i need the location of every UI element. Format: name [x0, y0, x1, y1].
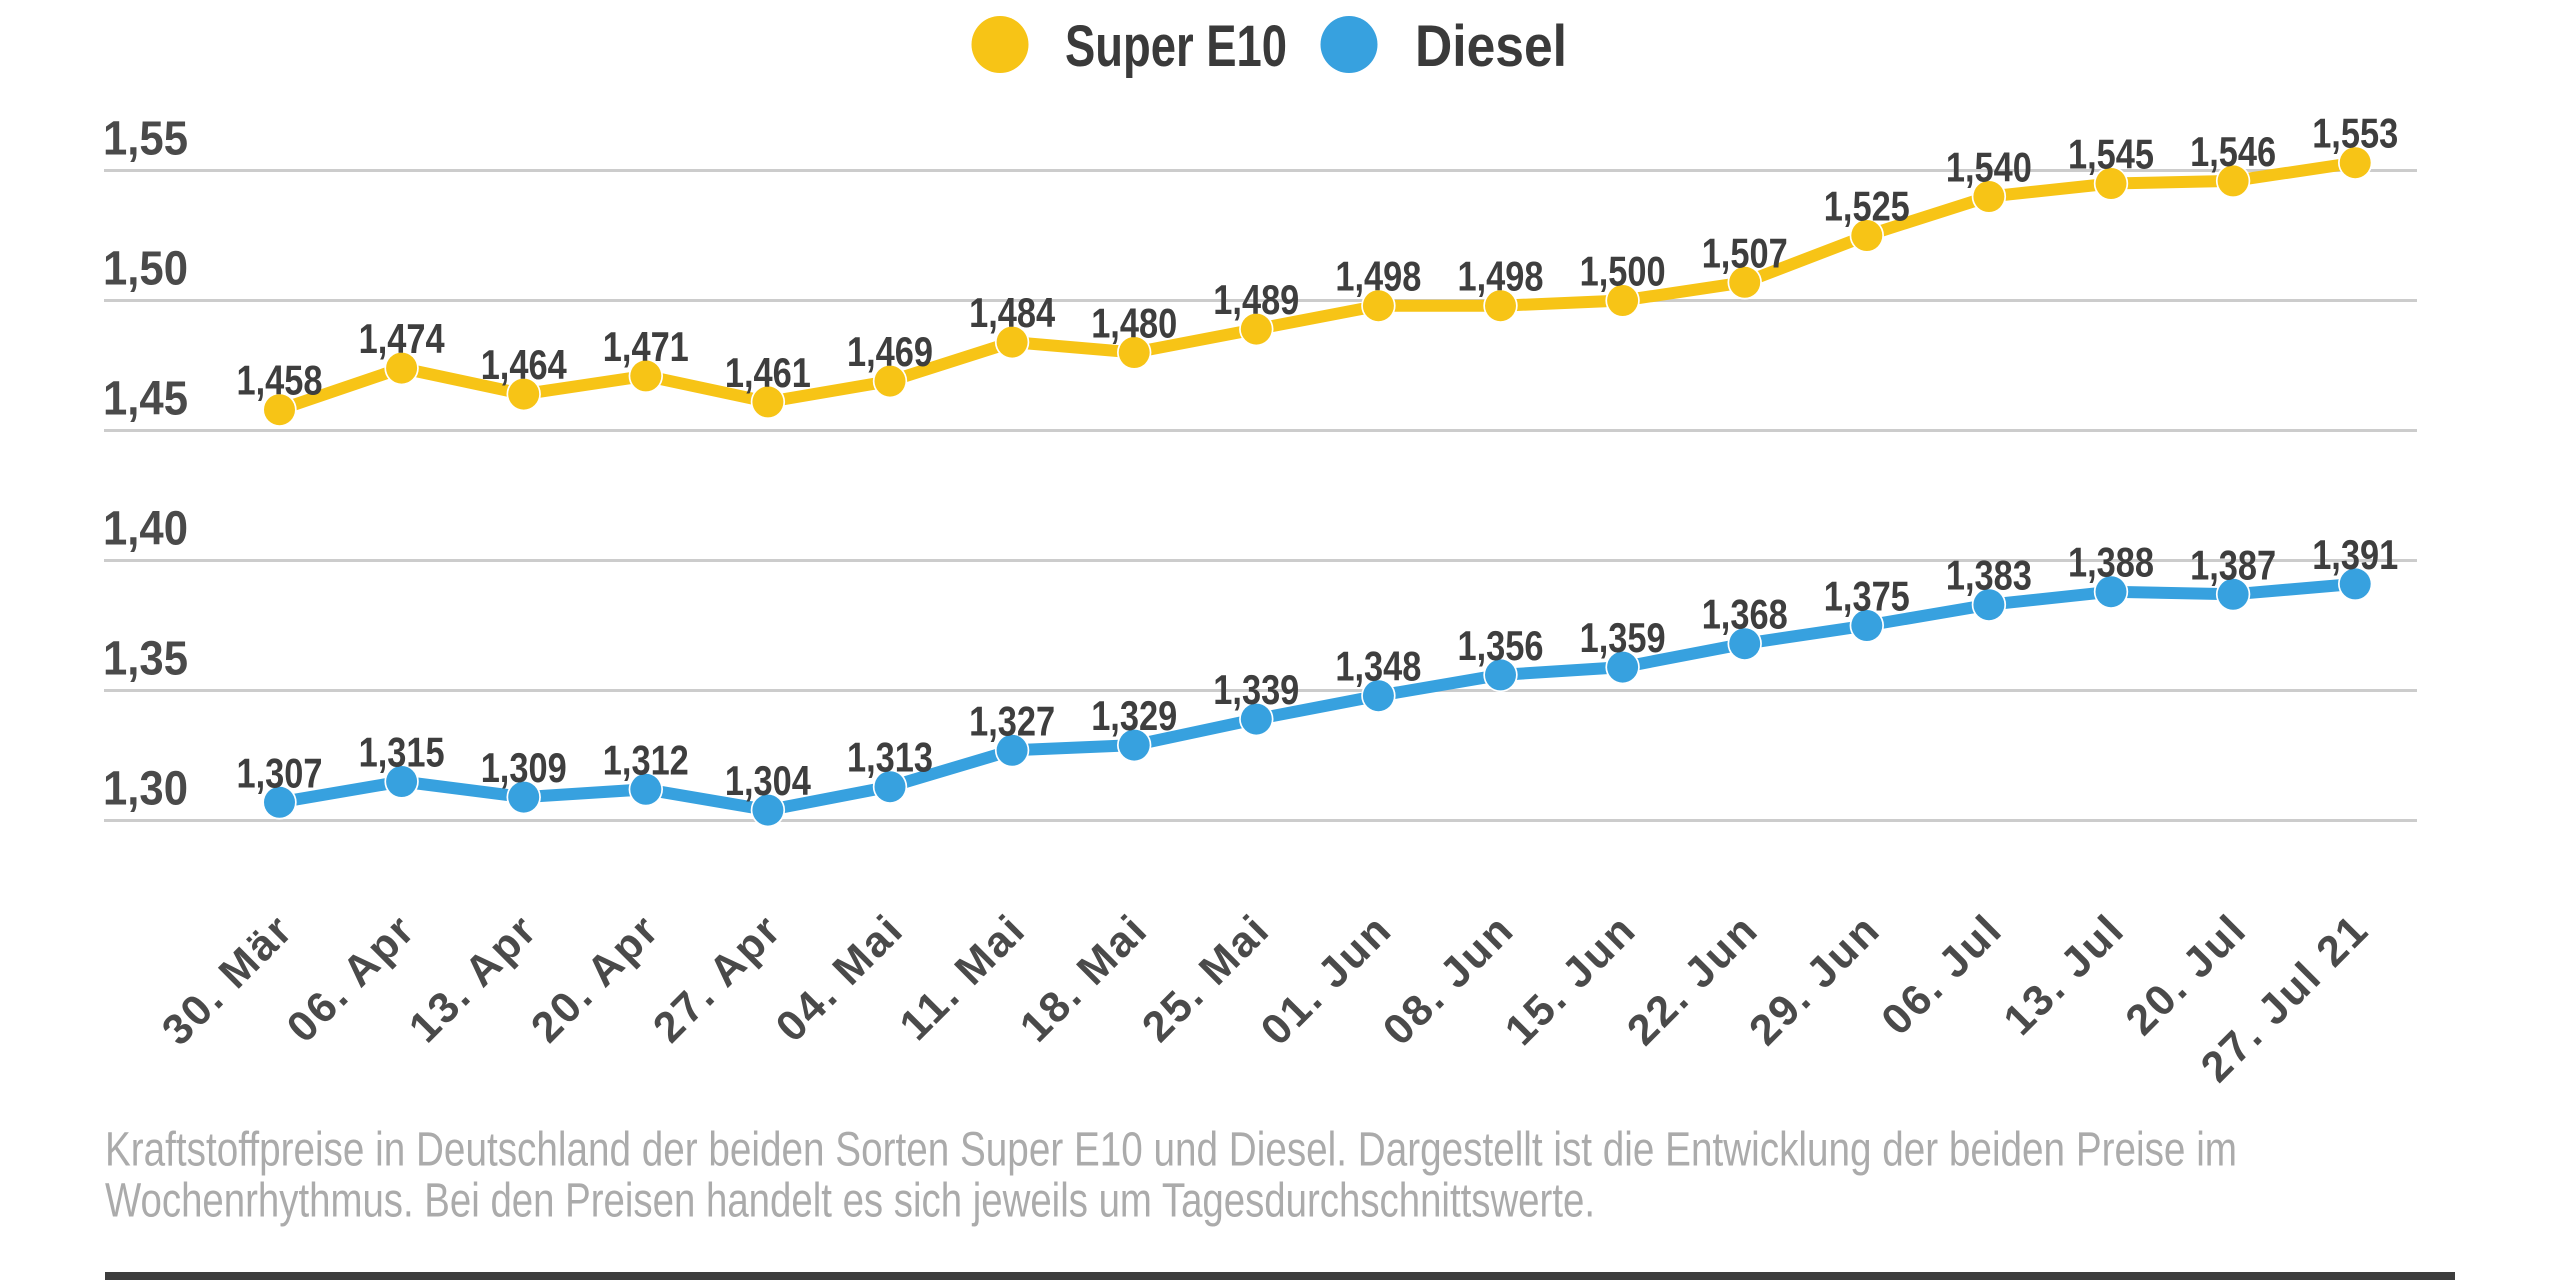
svg-text:1,545: 1,545 — [2068, 131, 2154, 178]
svg-text:27. Apr: 27. Apr — [644, 905, 791, 1052]
svg-text:1,55: 1,55 — [103, 113, 188, 166]
svg-text:1,339: 1,339 — [1213, 666, 1299, 713]
svg-text:1,507: 1,507 — [1702, 229, 1788, 276]
svg-text:11. Mai: 11. Mai — [891, 905, 1036, 1050]
svg-text:30. Mär: 30. Mär — [153, 905, 303, 1055]
svg-text:1,391: 1,391 — [2312, 531, 2398, 578]
svg-text:1,500: 1,500 — [1580, 248, 1666, 295]
svg-text:1,304: 1,304 — [725, 757, 812, 804]
svg-text:1,309: 1,309 — [481, 744, 567, 791]
svg-text:1,45: 1,45 — [103, 373, 188, 426]
svg-text:1,312: 1,312 — [603, 736, 689, 783]
svg-text:Wochenrhythmus. Bei den Preise: Wochenrhythmus. Bei den Preisen handelt … — [105, 1175, 1595, 1228]
svg-text:1,484: 1,484 — [969, 289, 1056, 336]
svg-text:29. Jun: 29. Jun — [1740, 905, 1890, 1055]
svg-text:1,458: 1,458 — [237, 357, 323, 404]
svg-text:1,553: 1,553 — [2312, 110, 2398, 157]
svg-text:1,40: 1,40 — [103, 503, 188, 556]
svg-text:1,525: 1,525 — [1824, 183, 1910, 230]
svg-text:1,50: 1,50 — [103, 243, 188, 296]
svg-text:13. Jul: 13. Jul — [1995, 905, 2134, 1044]
svg-text:Kraftstoffpreise in Deutschlan: Kraftstoffpreise in Deutschland der beid… — [105, 1124, 2237, 1177]
svg-text:1,498: 1,498 — [1458, 253, 1544, 300]
svg-text:1,315: 1,315 — [359, 729, 445, 776]
svg-text:06. Apr: 06. Apr — [278, 905, 425, 1052]
svg-text:1,387: 1,387 — [2190, 541, 2276, 588]
svg-text:1,375: 1,375 — [1824, 573, 1910, 620]
svg-text:1,383: 1,383 — [1946, 552, 2032, 599]
svg-text:08. Jun: 08. Jun — [1374, 905, 1524, 1055]
svg-text:01. Jun: 01. Jun — [1252, 905, 1402, 1055]
svg-text:1,359: 1,359 — [1580, 614, 1666, 661]
svg-text:18. Mai: 18. Mai — [1011, 905, 1157, 1051]
svg-text:1,464: 1,464 — [481, 341, 568, 388]
svg-text:1,474: 1,474 — [359, 315, 446, 362]
svg-text:1,546: 1,546 — [2190, 128, 2276, 175]
svg-text:20. Apr: 20. Apr — [522, 905, 669, 1052]
svg-text:1,461: 1,461 — [725, 349, 811, 396]
svg-text:Super E10: Super E10 — [1065, 14, 1287, 79]
svg-text:1,35: 1,35 — [103, 633, 188, 686]
svg-text:1,368: 1,368 — [1702, 591, 1788, 638]
svg-text:04. Mai: 04. Mai — [767, 905, 913, 1051]
svg-text:1,471: 1,471 — [603, 323, 689, 370]
svg-text:1,307: 1,307 — [237, 749, 323, 796]
svg-text:1,540: 1,540 — [1946, 144, 2032, 191]
svg-text:22. Jun: 22. Jun — [1618, 905, 1768, 1055]
svg-text:1,489: 1,489 — [1213, 276, 1299, 323]
svg-text:1,30: 1,30 — [103, 763, 188, 816]
svg-text:1,388: 1,388 — [2068, 539, 2154, 586]
svg-text:1,313: 1,313 — [847, 734, 933, 781]
svg-text:1,480: 1,480 — [1091, 300, 1177, 347]
svg-text:25. Mai: 25. Mai — [1133, 905, 1279, 1051]
svg-text:1,356: 1,356 — [1458, 622, 1544, 669]
svg-text:1,327: 1,327 — [969, 697, 1055, 744]
svg-text:06. Jul: 06. Jul — [1872, 905, 2011, 1044]
svg-text:1,498: 1,498 — [1335, 253, 1421, 300]
svg-text:1,469: 1,469 — [847, 328, 933, 375]
svg-text:1,348: 1,348 — [1335, 643, 1421, 690]
svg-text:15. Jun: 15. Jun — [1496, 905, 1646, 1055]
svg-text:13. Apr: 13. Apr — [400, 905, 547, 1052]
svg-text:Diesel: Diesel — [1415, 14, 1567, 79]
svg-text:1,329: 1,329 — [1091, 692, 1177, 739]
